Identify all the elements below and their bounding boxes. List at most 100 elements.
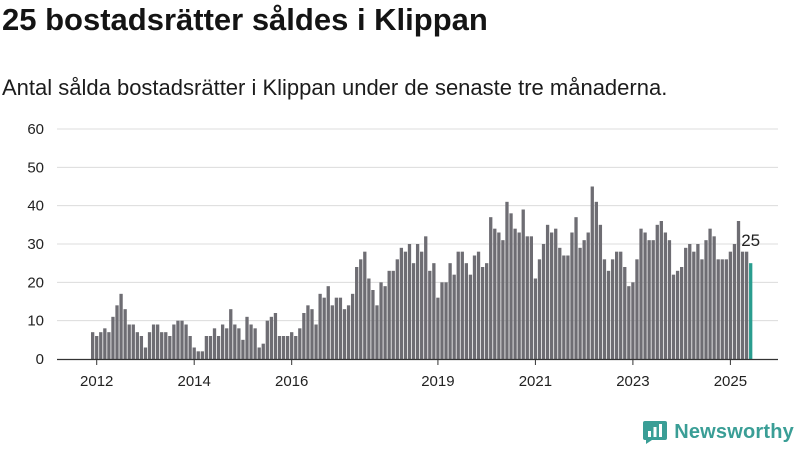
bar bbox=[688, 244, 692, 359]
y-axis-ticks: 0 10 20 30 40 50 60 bbox=[27, 121, 44, 368]
bar bbox=[111, 316, 115, 359]
bar bbox=[151, 324, 156, 359]
bar bbox=[432, 263, 436, 359]
bar bbox=[558, 247, 562, 359]
bar bbox=[501, 240, 505, 359]
bar bbox=[342, 309, 347, 359]
bar bbox=[732, 244, 737, 359]
bar bbox=[440, 282, 444, 359]
bar bbox=[529, 236, 533, 359]
chart-bars bbox=[91, 186, 753, 359]
bar bbox=[147, 332, 152, 359]
x-axis-ticks: 2012 2014 2016 2019 2021 2023 2025 bbox=[80, 359, 747, 390]
bar bbox=[314, 324, 318, 359]
bar bbox=[155, 324, 160, 359]
bar bbox=[570, 232, 574, 359]
bar bbox=[306, 305, 310, 359]
bar bbox=[212, 328, 217, 359]
bar bbox=[655, 224, 659, 359]
y-tick-label: 50 bbox=[27, 159, 44, 176]
bar bbox=[180, 320, 184, 359]
bar bbox=[245, 316, 249, 359]
bar bbox=[456, 251, 460, 359]
bar bbox=[322, 297, 326, 359]
bar bbox=[99, 332, 103, 359]
chart-annotations: 25 bbox=[741, 231, 760, 250]
bar bbox=[107, 332, 111, 359]
bar bbox=[403, 251, 408, 359]
bar bbox=[225, 328, 229, 359]
y-tick-label: 40 bbox=[27, 198, 44, 215]
bar bbox=[318, 293, 322, 359]
bar bbox=[533, 278, 538, 359]
bar bbox=[95, 336, 99, 359]
bar bbox=[261, 343, 265, 359]
bar bbox=[602, 259, 607, 359]
bar bbox=[704, 240, 708, 359]
bar bbox=[216, 336, 221, 359]
bar bbox=[647, 240, 651, 359]
bar bbox=[188, 336, 192, 359]
bar bbox=[619, 251, 623, 359]
bar bbox=[326, 286, 330, 359]
chart-subtitle: Antal sålda bostadsrätter i Klippan unde… bbox=[2, 75, 668, 100]
bar bbox=[350, 293, 355, 359]
bar bbox=[550, 232, 554, 359]
bar bbox=[298, 328, 302, 359]
bar bbox=[554, 228, 558, 359]
bar bbox=[740, 251, 745, 359]
brand-name: Newsworthy bbox=[674, 420, 794, 443]
bar bbox=[537, 259, 542, 359]
bar bbox=[387, 270, 391, 359]
bar bbox=[411, 263, 416, 359]
bar bbox=[131, 324, 135, 359]
bar bbox=[294, 336, 298, 359]
bar bbox=[716, 259, 720, 359]
bar bbox=[428, 270, 432, 359]
bar bbox=[724, 259, 728, 359]
bar bbox=[627, 286, 631, 359]
bar bbox=[594, 201, 598, 359]
bar bbox=[643, 232, 647, 359]
bar bbox=[586, 232, 590, 359]
bar bbox=[302, 313, 306, 359]
x-tick-label: 2012 bbox=[80, 373, 113, 390]
bar bbox=[485, 263, 489, 359]
bar bbox=[338, 297, 343, 359]
bar bbox=[204, 336, 209, 359]
bar bbox=[574, 217, 578, 359]
bar bbox=[399, 247, 404, 359]
bar bbox=[639, 228, 643, 359]
bar bbox=[545, 224, 550, 359]
bar bbox=[371, 290, 375, 359]
bar bbox=[436, 297, 440, 359]
bar bbox=[420, 251, 424, 359]
bar bbox=[379, 282, 383, 359]
bar bbox=[200, 351, 204, 359]
bar bbox=[525, 236, 529, 359]
chart-title: 25 bostadsrätter såldes i Klippan bbox=[2, 2, 488, 37]
bar bbox=[310, 309, 314, 359]
newsworthy-logo-icon bbox=[643, 421, 668, 444]
bar bbox=[578, 247, 582, 359]
bar bbox=[444, 282, 448, 359]
bar bbox=[91, 332, 95, 359]
bar bbox=[562, 255, 566, 359]
bar bbox=[464, 263, 468, 359]
bar bbox=[346, 305, 351, 359]
bar bbox=[277, 336, 282, 359]
bar bbox=[367, 278, 371, 359]
bar bbox=[103, 328, 107, 359]
y-tick-label: 10 bbox=[27, 313, 44, 330]
bar bbox=[712, 236, 716, 359]
bar bbox=[493, 228, 497, 359]
bar bbox=[696, 244, 700, 359]
bar bbox=[135, 332, 139, 359]
y-tick-label: 20 bbox=[27, 274, 44, 291]
y-tick-label: 0 bbox=[36, 351, 44, 368]
bar bbox=[700, 259, 704, 359]
y-tick-label: 30 bbox=[27, 236, 44, 253]
bar bbox=[265, 320, 269, 359]
bar bbox=[720, 259, 724, 359]
